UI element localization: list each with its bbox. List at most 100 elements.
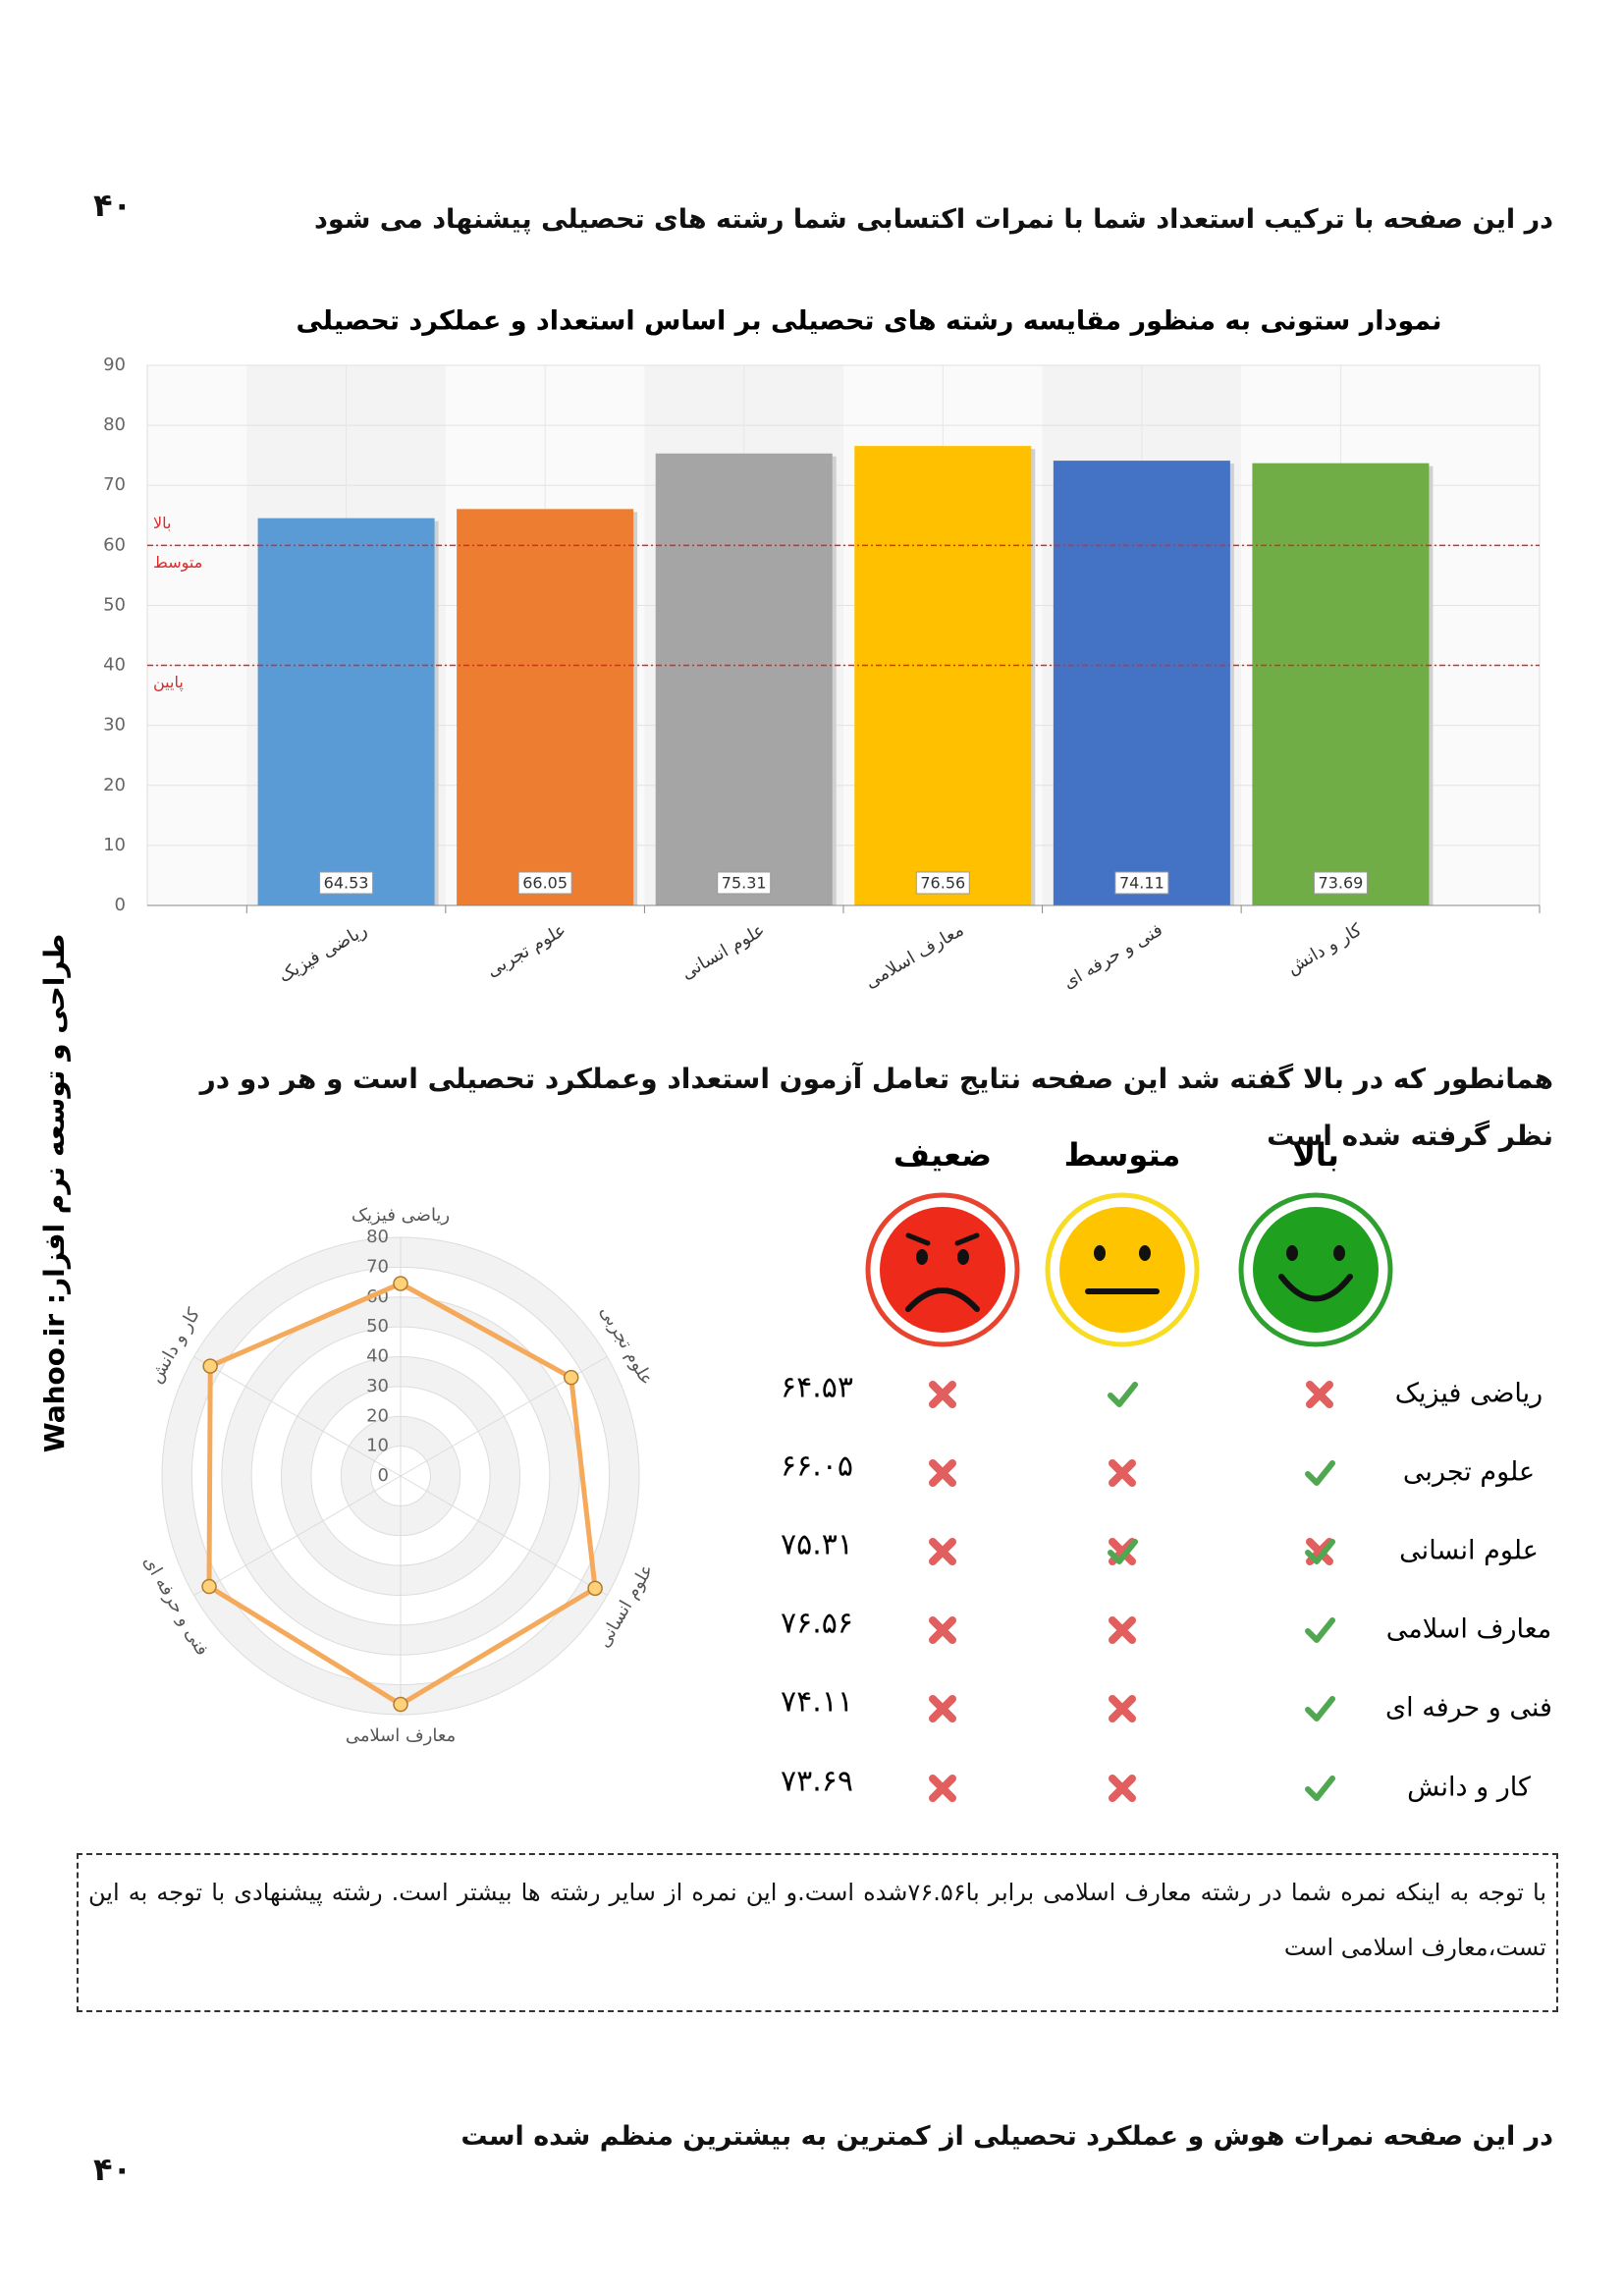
row-score: ۷۳.۶۹ xyxy=(781,1765,853,1799)
check-icon xyxy=(1108,1539,1138,1564)
spoke xyxy=(193,1356,402,1477)
radar-point xyxy=(393,1276,408,1291)
x-tick-label: معارف اسلامی xyxy=(861,919,967,992)
cross-icon xyxy=(1109,1616,1136,1644)
reference-label: متوسط xyxy=(153,553,202,573)
r-tick-label: 0 xyxy=(378,1465,389,1486)
x-tick-label: کار و دانش xyxy=(1283,919,1365,978)
cross-icon xyxy=(929,1616,956,1644)
value-label: 74.11 xyxy=(1119,874,1164,893)
value-label: 73.69 xyxy=(1319,874,1364,893)
note: با توجه به اینکه نمره شما در رشته معارف … xyxy=(88,1879,1546,1961)
footer: در این صفحه نمرات هوش و عملکرد تحصیلی از… xyxy=(460,2121,1553,2152)
cross-icon xyxy=(929,1538,956,1565)
bar xyxy=(1252,463,1430,905)
x-tick-label: علوم انسانی xyxy=(677,919,768,983)
x-tick-label: علوم تجربی xyxy=(483,919,569,981)
cross-icon xyxy=(929,1459,956,1487)
check-icon xyxy=(1305,1617,1335,1643)
axis-label: معارف اسلامی xyxy=(346,1725,456,1746)
axis-label: ریاضی فیزیک xyxy=(352,1205,450,1226)
radar-point xyxy=(202,1358,218,1374)
y-tick-label: 20 xyxy=(103,775,126,795)
y-tick-label: 0 xyxy=(115,895,126,915)
face-medium xyxy=(1045,1192,1200,1347)
face-weak xyxy=(865,1192,1020,1347)
cross-icon xyxy=(929,1695,956,1722)
row-name: علوم انسانی xyxy=(1399,1536,1539,1566)
value-label: 66.05 xyxy=(522,874,568,893)
y-tick-label: 40 xyxy=(103,655,126,676)
column-header: بالا xyxy=(1292,1136,1339,1174)
reference-label: پایین xyxy=(153,673,184,692)
cross-icon xyxy=(929,1775,956,1802)
r-tick-label: 20 xyxy=(366,1405,389,1426)
radar-point xyxy=(563,1369,579,1386)
r-tick-label: 10 xyxy=(366,1436,389,1456)
page-number: ۴۰ xyxy=(93,2151,133,2188)
value-label-box xyxy=(1313,871,1368,895)
bar xyxy=(1053,461,1230,905)
y-tick-label: 60 xyxy=(103,534,126,555)
cross-icon xyxy=(1109,1459,1136,1487)
r-tick-label: 50 xyxy=(366,1316,389,1337)
row-score: ۶۴.۵۳ xyxy=(781,1371,853,1405)
cross-icon xyxy=(1109,1695,1136,1722)
value-label-box xyxy=(517,871,572,895)
y-tick-label: 50 xyxy=(103,594,126,615)
reference-label: بالا xyxy=(153,514,171,532)
value-label: 64.53 xyxy=(324,874,369,893)
y-tick-label: 70 xyxy=(103,474,126,495)
r-tick-label: 80 xyxy=(366,1227,389,1247)
chart-title: نمودار ستونی به منظور مقایسه رشته های تح… xyxy=(296,306,1441,337)
row-name: ریاضی فیزیک xyxy=(1395,1379,1543,1409)
cross-icon xyxy=(929,1381,956,1408)
check-icon xyxy=(1305,1776,1335,1801)
check-icon xyxy=(1305,1539,1335,1564)
radar-point xyxy=(201,1578,217,1595)
side-text: طراحی و توسعه نرم افزار: Wahoo.ir xyxy=(38,934,71,1452)
intro: همانطور که در بالا گفته شد این صفحه نتای… xyxy=(199,1063,1553,1152)
row-name: کار و دانش xyxy=(1407,1773,1531,1803)
page-number: ۴۰ xyxy=(93,187,133,224)
note-box: با توجه به اینکه نمره شما در رشته معارف … xyxy=(77,1853,1558,2012)
value-label-box xyxy=(717,871,772,895)
y-tick-label: 10 xyxy=(103,835,126,855)
row-name: معارف اسلامی xyxy=(1386,1614,1552,1645)
row-score: ۶۶.۰۵ xyxy=(781,1449,853,1484)
y-tick-label: 90 xyxy=(103,355,126,375)
radar-point xyxy=(393,1696,408,1713)
cross-icon xyxy=(1306,1381,1333,1408)
cross-icon xyxy=(1109,1775,1136,1802)
column-header: ضعیف xyxy=(893,1136,992,1174)
row-name: فنی و حرفه ای xyxy=(1385,1693,1552,1723)
x-tick-label: فنی و حرفه ای xyxy=(1059,919,1166,993)
face-high xyxy=(1238,1192,1393,1347)
y-tick-label: 80 xyxy=(103,414,126,435)
row-score: ۷۴.۱۱ xyxy=(781,1685,853,1720)
check-icon xyxy=(1305,1696,1335,1722)
spoke xyxy=(193,1475,402,1596)
bar xyxy=(655,453,833,905)
r-tick-label: 40 xyxy=(366,1346,389,1367)
row-score: ۷۵.۳۱ xyxy=(781,1528,853,1562)
value-label: 75.31 xyxy=(722,874,767,893)
x-tick-label: ریاضی فیزیک xyxy=(275,919,370,986)
row-name: علوم تجربی xyxy=(1403,1457,1535,1488)
header: در این صفحه با ترکیب استعداد شما با نمرا… xyxy=(314,204,1553,235)
check-icon xyxy=(1305,1460,1335,1486)
spoke xyxy=(400,1475,608,1596)
bar xyxy=(854,446,1032,905)
value-label-box xyxy=(1114,871,1169,895)
check-icon xyxy=(1108,1382,1138,1407)
value-label: 76.56 xyxy=(920,874,965,893)
radar-point xyxy=(587,1580,603,1597)
bar xyxy=(457,509,634,905)
r-tick-label: 30 xyxy=(366,1376,389,1396)
bar xyxy=(257,518,435,905)
r-tick-label: 70 xyxy=(366,1256,389,1277)
y-tick-label: 30 xyxy=(103,715,126,736)
value-label-box xyxy=(915,871,970,895)
